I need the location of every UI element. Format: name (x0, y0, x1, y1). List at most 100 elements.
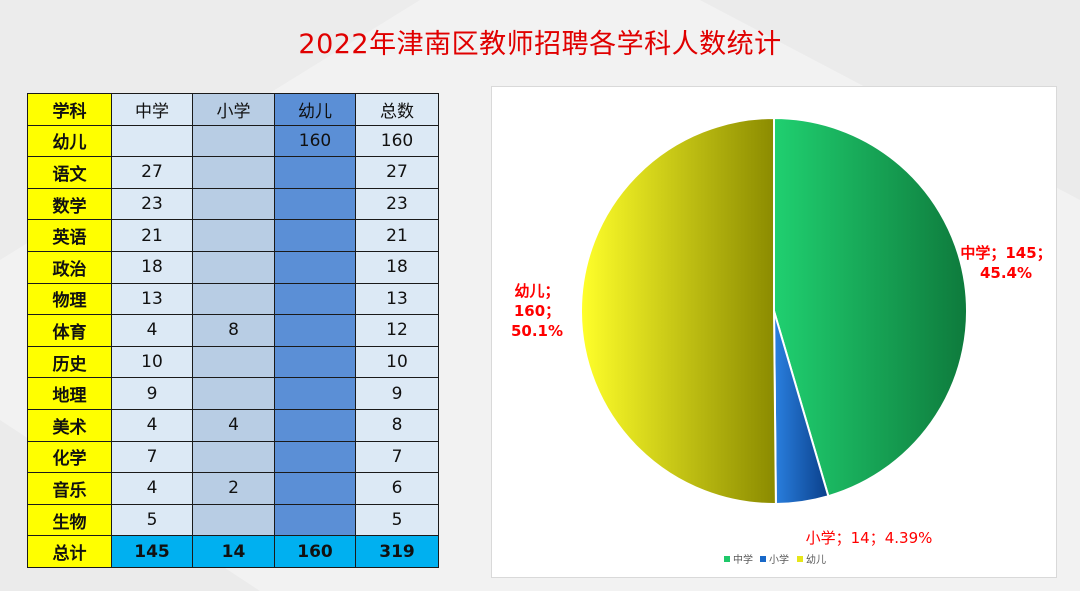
row-label-cell: 政治 (27, 250, 112, 284)
row-label-cell: 美术 (27, 408, 112, 442)
value-cell (274, 187, 356, 221)
value-cell (192, 156, 275, 189)
value-cell (192, 282, 275, 316)
table-row: 语文 27 27 (27, 156, 439, 189)
subject-table: 学科 中学 小学 幼儿 总数 幼儿 160 160 语文 27 27 数学 23 23 英语 21 21 政治 18… (27, 93, 439, 568)
pie-chart: 中学；145； 45.4% 小学；14；4.39% 幼儿； 160； 50.1% 中学 小学 幼… (511, 116, 1052, 566)
row-label-cell: 幼儿 (27, 124, 112, 158)
row-label-cell: 生物 (27, 503, 112, 537)
value-cell (192, 187, 275, 221)
value-cell: 23 (111, 187, 193, 221)
value-cell: 5 (355, 503, 439, 537)
pie-slice-kinder (580, 116, 777, 505)
value-cell (192, 219, 275, 252)
value-cell (274, 440, 356, 474)
value-cell: 小学 (192, 93, 275, 126)
value-cell (192, 440, 275, 474)
legend-entry: 小学 (769, 553, 789, 566)
value-cell: 2 (192, 472, 275, 505)
table-row: 地理 9 9 (27, 377, 439, 410)
value-cell: 8 (355, 408, 439, 442)
value-cell: 23 (355, 187, 439, 221)
value-cell (274, 156, 356, 189)
row-label-cell: 地理 (27, 377, 112, 410)
data-label-primary: 小学；14；4.39% (806, 529, 933, 547)
value-cell: 总数 (355, 93, 439, 126)
value-cell: 13 (355, 282, 439, 316)
value-cell (274, 345, 356, 379)
value-cell: 10 (111, 345, 193, 379)
value-cell: 中学 (111, 93, 193, 126)
value-cell: 9 (111, 377, 193, 410)
data-label-kinder: 50.1% (511, 322, 563, 340)
data-label-middle: 45.4% (980, 264, 1032, 282)
table-row: 物理 13 13 (27, 282, 439, 316)
value-cell: 12 (355, 314, 439, 347)
row-label-cell: 历史 (27, 345, 112, 379)
value-cell (192, 503, 275, 537)
table-row: 体育 4 8 12 (27, 314, 439, 347)
value-cell: 4 (192, 408, 275, 442)
value-cell: 10 (355, 345, 439, 379)
legend-swatch (797, 556, 803, 562)
value-cell: 160 (355, 124, 439, 158)
table-row: 数学 23 23 (27, 187, 439, 221)
value-cell: 9 (355, 377, 439, 410)
value-cell: 6 (355, 472, 439, 505)
page-title: 2022年津南区教师招聘各学科人数统计 (298, 29, 782, 60)
row-label-cell: 音乐 (27, 472, 112, 505)
table-header-row: 学科 中学 小学 幼儿 总数 (27, 93, 439, 126)
legend-swatch (724, 556, 730, 562)
value-cell (274, 408, 356, 442)
table-row: 音乐 4 2 6 (27, 472, 439, 505)
value-cell: 4 (111, 408, 193, 442)
row-label-cell: 语文 (27, 156, 112, 189)
value-cell: 21 (355, 219, 439, 252)
data-label-kinder: 幼儿； (514, 282, 559, 300)
table-row: 政治 18 18 (27, 250, 439, 284)
pie-chart-panel: 中学；145； 45.4% 小学；14；4.39% 幼儿； 160； 50.1% 中学 小学 幼… (491, 86, 1057, 578)
table-row: 生物 5 5 (27, 503, 439, 537)
value-cell (274, 314, 356, 347)
value-cell: 7 (111, 440, 193, 474)
table-row: 化学 7 7 (27, 440, 439, 474)
table-row: 历史 10 10 (27, 345, 439, 379)
row-label-cell: 化学 (27, 440, 112, 474)
table-total-row: 总计 145 14 160 319 (27, 535, 439, 568)
data-label-middle: 中学；145； (960, 244, 1051, 262)
value-cell: 18 (111, 250, 193, 284)
table-row: 英语 21 21 (27, 219, 439, 252)
value-cell: 13 (111, 282, 193, 316)
value-cell: 4 (111, 314, 193, 347)
row-label-cell: 总计 (27, 535, 112, 568)
value-cell: 18 (355, 250, 439, 284)
value-cell: 27 (355, 156, 439, 189)
value-cell (274, 377, 356, 410)
row-label-cell: 数学 (27, 187, 112, 221)
value-cell: 145 (111, 535, 193, 568)
value-cell (192, 377, 275, 410)
table-row: 美术 4 4 8 (27, 408, 439, 442)
value-cell: 160 (274, 535, 356, 568)
value-cell: 27 (111, 156, 193, 189)
value-cell (192, 345, 275, 379)
row-label-cell: 物理 (27, 282, 112, 316)
legend-entry: 幼儿 (806, 553, 826, 566)
value-cell (274, 219, 356, 252)
value-cell: 21 (111, 219, 193, 252)
value-cell (274, 250, 356, 284)
table-row: 幼儿 160 160 (27, 124, 439, 158)
value-cell: 8 (192, 314, 275, 347)
value-cell: 5 (111, 503, 193, 537)
value-cell: 7 (355, 440, 439, 474)
row-label-cell: 学科 (27, 93, 112, 126)
row-label-cell: 英语 (27, 219, 112, 252)
value-cell: 幼儿 (274, 93, 356, 126)
value-cell (274, 472, 356, 505)
value-cell (274, 282, 356, 316)
data-label-kinder: 160； (514, 302, 560, 320)
pie-slice-middle (773, 116, 968, 498)
value-cell (111, 124, 193, 158)
legend-swatch (760, 556, 766, 562)
row-label-cell: 体育 (27, 314, 112, 347)
